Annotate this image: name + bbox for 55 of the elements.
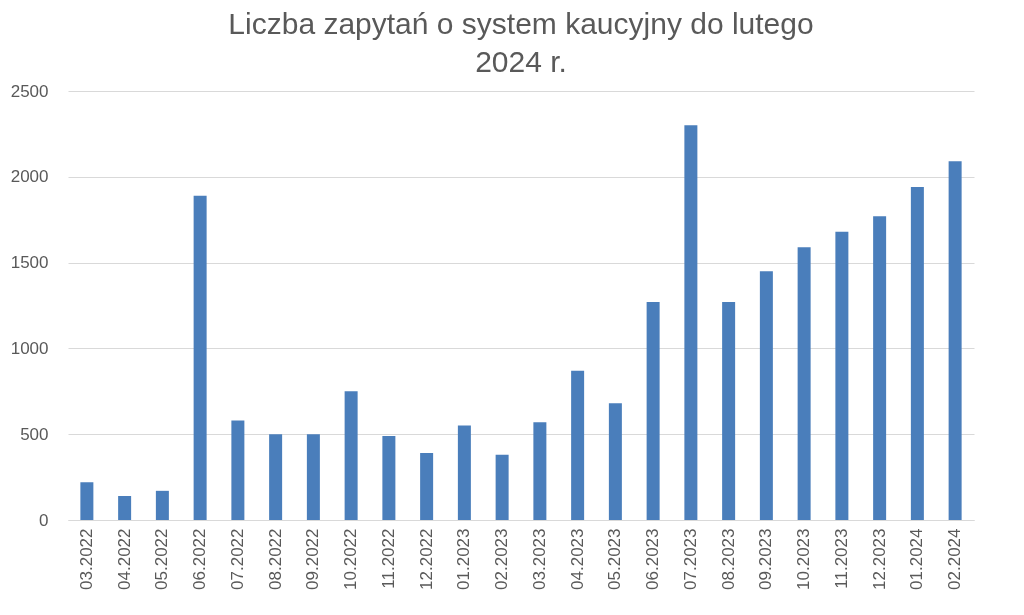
y-tick-label: 0 xyxy=(39,510,49,530)
x-tick-label: 07.2022 xyxy=(227,528,247,590)
bar xyxy=(118,495,132,520)
bar xyxy=(457,425,471,520)
x-tick-label: 08.2022 xyxy=(265,528,285,590)
x-tick-label: 05.2022 xyxy=(152,528,172,590)
x-tick-label: 01.2024 xyxy=(907,528,927,590)
x-tick-label: 12.2023 xyxy=(869,528,889,590)
x-tick-label: 06.2023 xyxy=(643,528,663,590)
x-tick-label: 11.2022 xyxy=(378,528,398,589)
bar xyxy=(269,434,283,520)
bar xyxy=(759,271,773,520)
x-tick-label: 05.2023 xyxy=(605,528,625,590)
y-tick-label: 2500 xyxy=(10,81,49,101)
bar xyxy=(533,422,547,520)
bar xyxy=(193,195,207,520)
y-tick-label: 1500 xyxy=(10,253,49,273)
bar xyxy=(80,482,94,520)
bar xyxy=(948,161,962,520)
x-tick-label: 09.2023 xyxy=(756,528,776,590)
bar xyxy=(835,231,849,520)
bar xyxy=(155,490,169,520)
x-tick-label: 07.2023 xyxy=(680,528,700,590)
bar xyxy=(231,420,245,520)
x-tick-label: 02.2023 xyxy=(492,528,512,590)
y-tick-label: 2000 xyxy=(10,167,49,187)
x-tick-label: 12.2022 xyxy=(416,528,436,590)
y-tick-label: 1000 xyxy=(10,338,49,358)
x-tick-label: 08.2023 xyxy=(718,528,738,590)
bar xyxy=(684,125,698,520)
x-tick-label: 10.2022 xyxy=(341,528,361,590)
chart-title: Liczba zapytań o system kaucyjny do lutego 2024 r. xyxy=(228,7,814,78)
bar xyxy=(910,187,924,520)
x-tick-label: 09.2022 xyxy=(303,528,323,590)
bar xyxy=(495,454,509,520)
x-tick-label: 01.2023 xyxy=(454,528,474,590)
bar xyxy=(420,453,434,520)
y-tick-label: 500 xyxy=(20,424,49,444)
x-tick-label: 11.2023 xyxy=(831,528,851,589)
x-tick-label: 03.2022 xyxy=(76,528,96,590)
bar xyxy=(873,216,887,520)
bar xyxy=(722,302,736,520)
x-tick-label: 04.2023 xyxy=(567,528,587,590)
bar xyxy=(608,403,622,520)
bar xyxy=(306,434,320,520)
bar xyxy=(382,435,396,520)
x-tick-label: 10.2023 xyxy=(794,528,814,590)
bar xyxy=(571,370,585,520)
x-tick-label: 04.2022 xyxy=(114,528,134,590)
x-tick-label: 02.2024 xyxy=(945,528,965,590)
bar xyxy=(344,391,358,520)
x-tick-label: 03.2023 xyxy=(529,528,549,590)
bar xyxy=(646,302,660,520)
x-tick-label: 06.2022 xyxy=(190,528,210,590)
bar xyxy=(797,247,811,520)
